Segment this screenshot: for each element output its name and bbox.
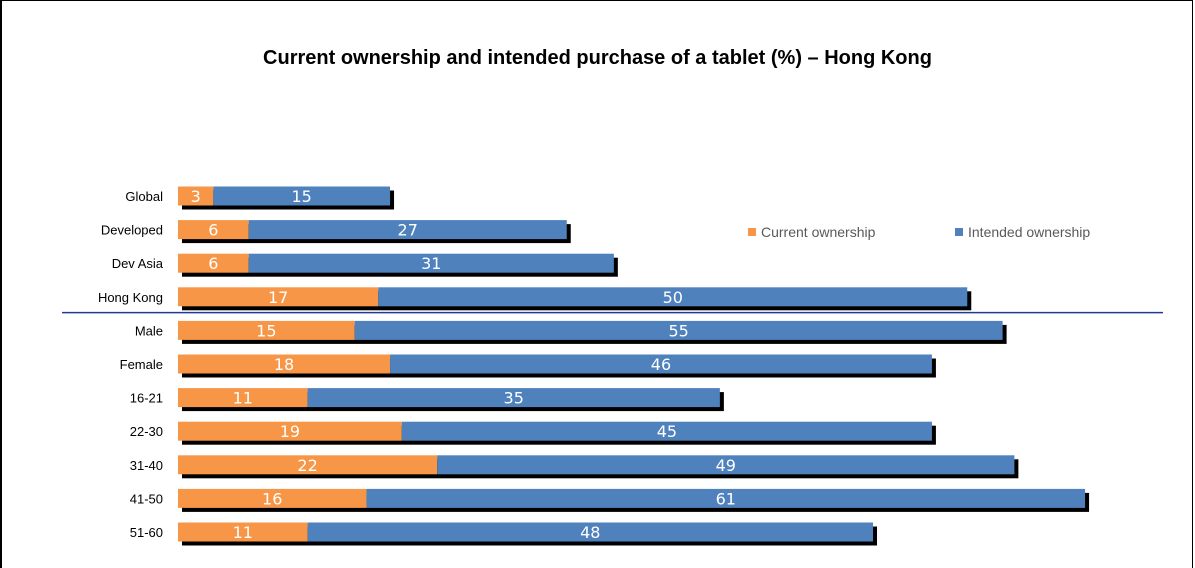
category-label-41-50: 41-50 [130,491,163,506]
bar-current-ownership-global [178,186,214,206]
bar-intended-ownership-male [354,320,1003,340]
data-label-current-ownership-dev-asia: 6 [208,254,218,273]
data-label-current-ownership-41-50: 16 [262,489,282,508]
bar-current-ownership-developed [178,220,249,240]
category-label-hong-kong: Hong Kong [98,290,163,305]
legend-label-intended-ownership: Intended ownership [968,224,1090,240]
data-label-intended-ownership-22-30: 45 [657,422,677,441]
data-label-intended-ownership-16-21: 35 [504,389,524,408]
data-label-current-ownership-female: 18 [274,355,294,374]
category-label-female: Female [120,357,163,372]
bar-current-ownership-31-40 [178,455,438,475]
bar-intended-ownership-22-30 [401,421,932,441]
data-label-current-ownership-developed: 6 [208,221,218,240]
bar-current-ownership-16-21 [178,388,308,408]
bar-intended-ownership-developed [248,220,567,240]
data-label-intended-ownership-male: 55 [668,321,688,340]
data-label-current-ownership-31-40: 22 [297,456,317,475]
bar-current-ownership-hong-kong [178,287,379,307]
bar-intended-ownership-51-60 [307,522,874,542]
bar-intended-ownership-31-40 [437,455,1015,475]
data-label-intended-ownership-41-50: 61 [716,489,736,508]
bar-current-ownership-51-60 [178,522,308,542]
data-label-intended-ownership-female: 46 [651,355,671,374]
bar-intended-ownership-41-50 [366,488,1086,508]
bar-intended-ownership-dev-asia [248,253,614,273]
category-label-male: Male [135,323,163,338]
bar-intended-ownership-female [390,354,932,374]
category-label-global: Global [125,189,163,204]
bar-current-ownership-male [178,320,355,340]
bar-intended-ownership-16-21 [307,388,720,408]
data-label-current-ownership-22-30: 19 [280,422,300,441]
category-label-developed: Developed [101,223,163,238]
data-label-current-ownership-16-21: 11 [233,389,253,408]
data-label-intended-ownership-31-40: 49 [716,456,736,475]
data-label-current-ownership-hong-kong: 17 [268,288,288,307]
bar-intended-ownership-global [213,186,391,206]
category-label-31-40: 31-40 [130,458,163,473]
data-label-intended-ownership-hong-kong: 50 [663,288,683,307]
bar-current-ownership-dev-asia [178,253,249,273]
data-label-current-ownership-global: 3 [191,187,201,206]
chart-title: Current ownership and intended purchase … [263,47,932,69]
data-label-intended-ownership-51-60: 48 [580,523,600,542]
category-label-dev-asia: Dev Asia [112,256,164,271]
bar-current-ownership-22-30 [178,421,402,441]
data-label-intended-ownership-global: 15 [292,187,312,206]
legend-swatch-intended-ownership [955,228,963,236]
bar-current-ownership-41-50 [178,488,367,508]
category-label-22-30: 22-30 [130,424,163,439]
legend-label-current-ownership: Current ownership [761,224,876,240]
category-label-16-21: 16-21 [130,391,163,406]
data-label-current-ownership-51-60: 11 [233,523,253,542]
data-label-intended-ownership-developed: 27 [398,221,418,240]
category-label-51-60: 51-60 [130,525,163,540]
legend-swatch-current-ownership [748,228,756,236]
data-label-intended-ownership-dev-asia: 31 [421,254,441,273]
data-label-current-ownership-male: 15 [256,321,276,340]
bar-intended-ownership-hong-kong [378,287,968,307]
bar-current-ownership-female [178,354,391,374]
